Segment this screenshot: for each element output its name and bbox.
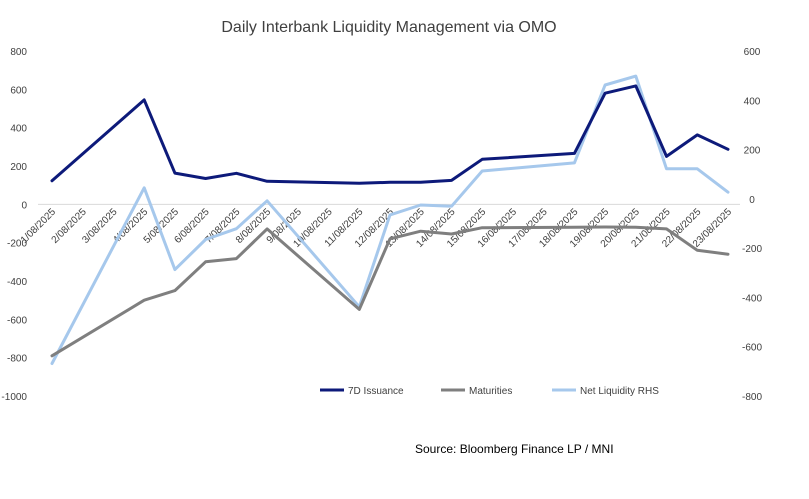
series-line-maturities (50, 225, 730, 358)
right-tick-label: 0 (749, 195, 755, 206)
right-tick-label: -400 (742, 293, 762, 304)
left-tick-label: 200 (10, 162, 27, 173)
left-tick-label: -600 (7, 315, 27, 326)
left-tick-label: 600 (10, 85, 27, 96)
right-tick-label: 200 (744, 146, 761, 157)
left-tick-label: -200 (7, 239, 27, 250)
series-line-issuance (50, 84, 730, 185)
legend-label-issuance: 7D Issuance (348, 386, 404, 397)
legend-label-net: Net Liquidity RHS (580, 386, 659, 397)
left-tick-label: 400 (10, 124, 27, 135)
left-tick-label: -400 (7, 277, 27, 288)
legend-label-maturities: Maturities (469, 386, 512, 397)
legend: 7D Issuance Maturities Net Liquidity RHS (320, 386, 659, 397)
chart-title: Daily Interbank Liquidity Management via… (221, 19, 556, 36)
left-tick-label: -1000 (1, 392, 27, 403)
left-tick-label: 0 (21, 200, 27, 211)
right-tick-label: 600 (744, 47, 761, 58)
right-tick-label: -800 (742, 392, 762, 403)
right-axis-ticks: 600 400 200 0 -200 -400 -600 -800 (742, 47, 762, 403)
right-tick-label: 400 (744, 96, 761, 107)
source-note: Source: Bloomberg Finance LP / MNI (415, 442, 614, 456)
right-tick-label: -600 (742, 343, 762, 354)
series-lines (50, 74, 730, 365)
left-tick-label: -800 (7, 354, 27, 365)
left-tick-label: 800 (10, 47, 27, 58)
left-axis-ticks: 800 600 400 200 0 -200 -400 -600 -800 -1000 (1, 47, 27, 403)
right-tick-label: -200 (742, 244, 762, 255)
